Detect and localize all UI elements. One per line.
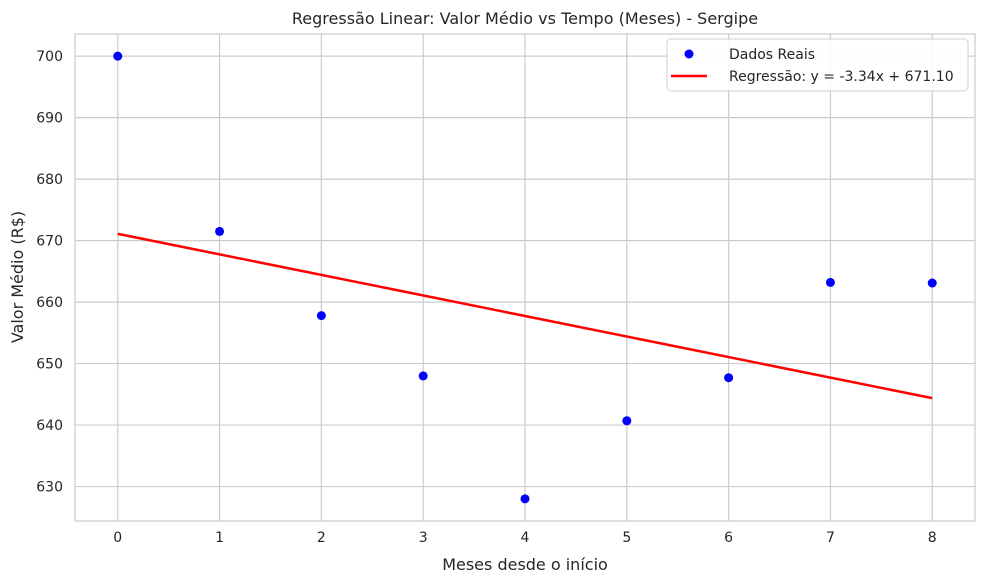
- plot-frame: [74, 33, 976, 522]
- y-tick-label: 700: [36, 49, 63, 65]
- chart-title: Regressão Linear: Valor Médio vs Tempo (…: [292, 9, 758, 28]
- y-tick-label: 650: [36, 357, 63, 373]
- x-tick-label: 3: [419, 530, 428, 546]
- regression-line: [117, 232, 933, 400]
- legend: Dados Reais Regressão: y = -3.34x + 671.…: [666, 38, 969, 92]
- data-point: [316, 311, 326, 321]
- data-point: [622, 416, 632, 426]
- data-point: [520, 494, 530, 504]
- data-point: [927, 278, 937, 288]
- legend-marker-scatter: [684, 49, 694, 59]
- y-tick-label: 640: [36, 418, 63, 434]
- y-axis-ticks: 630 640 650 660 670 680 690 700: [36, 49, 63, 495]
- data-points-group: [113, 51, 937, 504]
- legend-label-line: Regressão: y = -3.34x + 671.10: [729, 69, 954, 85]
- data-point: [215, 226, 225, 236]
- x-tick-label: 4: [521, 530, 530, 546]
- x-tick-label: 7: [826, 530, 835, 546]
- x-axis-label: Meses desde o início: [442, 555, 608, 574]
- data-point: [418, 371, 428, 381]
- x-tick-label: 0: [113, 530, 122, 546]
- x-axis-ticks: 0 1 2 3 4 5 6 7 8: [113, 530, 936, 546]
- y-tick-label: 690: [36, 111, 63, 127]
- legend-box: [666, 38, 969, 92]
- data-point: [724, 373, 734, 383]
- x-tick-label: 6: [724, 530, 733, 546]
- y-axis-label: Valor Médio (R$): [8, 211, 27, 343]
- x-tick-label: 1: [215, 530, 224, 546]
- y-tick-label: 680: [36, 172, 63, 188]
- y-tick-label: 630: [36, 480, 63, 496]
- x-tick-label: 2: [317, 530, 326, 546]
- data-point: [113, 51, 123, 61]
- data-point: [825, 277, 835, 287]
- regression-line-group: [117, 232, 933, 400]
- y-tick-label: 660: [36, 295, 63, 311]
- grid-lines: [75, 34, 975, 521]
- legend-label-scatter: Dados Reais: [729, 47, 815, 63]
- y-tick-label: 670: [36, 234, 63, 250]
- x-tick-label: 5: [622, 530, 631, 546]
- x-tick-label: 8: [928, 530, 937, 546]
